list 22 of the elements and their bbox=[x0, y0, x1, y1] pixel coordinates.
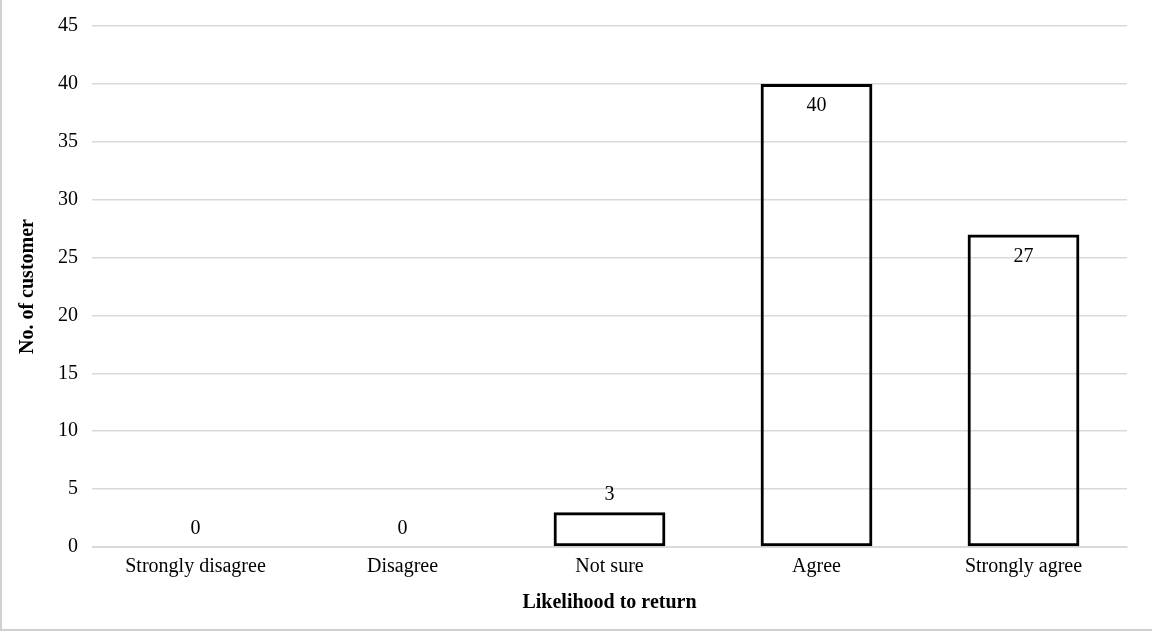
y-tick-label: 35 bbox=[58, 129, 78, 152]
data-label: 0 bbox=[190, 516, 201, 539]
x-axis-title: Likelihood to return bbox=[522, 590, 697, 613]
y-tick-label: 45 bbox=[58, 13, 78, 36]
y-tick-label: 15 bbox=[58, 360, 78, 383]
data-label: 3 bbox=[604, 481, 615, 504]
y-tick-label: 30 bbox=[58, 186, 78, 209]
x-tick-label: Not sure bbox=[575, 554, 644, 577]
y-tick-label: 20 bbox=[58, 302, 78, 325]
x-tick-label: Disagree bbox=[366, 554, 439, 578]
x-tick-label: Agree bbox=[792, 554, 842, 578]
y-tick-label: 40 bbox=[58, 71, 78, 94]
y-tick-label: 5 bbox=[68, 476, 78, 499]
y-tick-label: 10 bbox=[58, 418, 78, 441]
data-label: 27 bbox=[1013, 243, 1034, 266]
y-tick-label: 0 bbox=[68, 534, 78, 557]
y-axis-title: No. of customer bbox=[15, 218, 38, 354]
y-tick-label: 25 bbox=[58, 244, 78, 267]
x-tick-label: Strongly agree bbox=[964, 554, 1083, 578]
x-tick-label: Strongly disagree bbox=[125, 554, 266, 578]
data-label: 40 bbox=[806, 93, 827, 116]
data-label: 0 bbox=[397, 516, 408, 539]
